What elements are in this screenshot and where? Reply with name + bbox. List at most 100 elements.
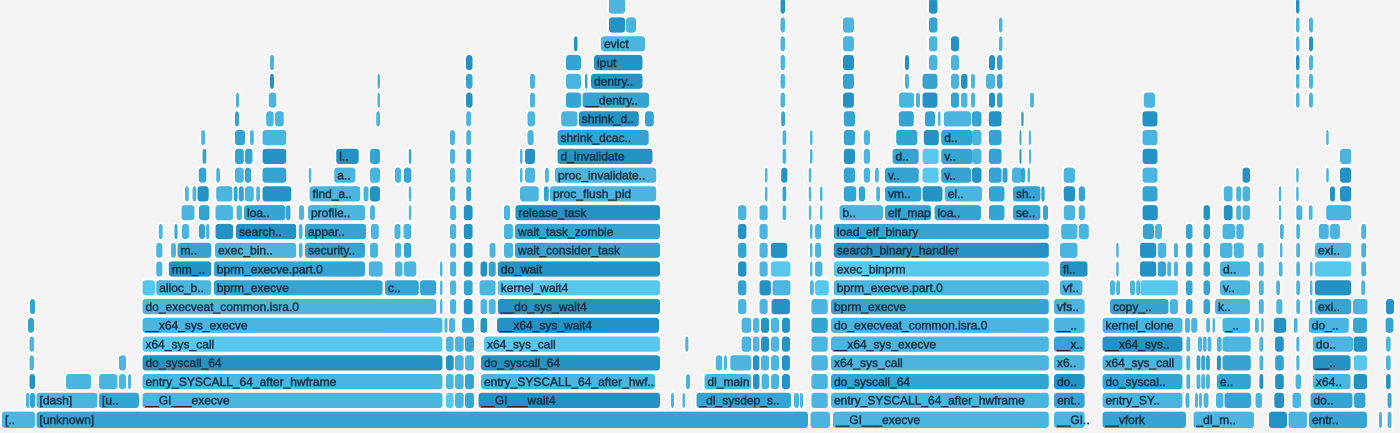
svg-text:__x64_sys..: __x64_sys.. bbox=[1105, 337, 1170, 351]
svg-text:find_a..: find_a.. bbox=[313, 187, 352, 201]
svg-text:__GI___execve: __GI___execve bbox=[145, 394, 230, 408]
svg-text:k..: k.. bbox=[1218, 300, 1231, 314]
svg-text:v..: v.. bbox=[888, 169, 900, 183]
svg-text:fi..: fi.. bbox=[1063, 262, 1076, 276]
svg-text:exec_bin..: exec_bin.. bbox=[218, 244, 273, 258]
svg-text:[u..: [u.. bbox=[102, 394, 119, 408]
svg-text:__x..: __x.. bbox=[1056, 337, 1083, 351]
svg-text:x64_sys_call: x64_sys_call bbox=[1106, 356, 1175, 370]
svg-text:__GI___execve: __GI___execve bbox=[835, 413, 920, 427]
svg-text:security..: security.. bbox=[308, 244, 355, 258]
svg-text:se..: se.. bbox=[1016, 206, 1035, 220]
svg-text:[dash]: [dash] bbox=[40, 394, 73, 408]
svg-text:_..: _.. bbox=[1225, 319, 1239, 333]
svg-text:wait_task_zombie: wait_task_zombie bbox=[517, 225, 614, 239]
svg-text:vm..: vm.. bbox=[888, 187, 911, 201]
svg-text:__dentry..: __dentry.. bbox=[585, 93, 638, 107]
svg-text:elf_map: elf_map bbox=[888, 206, 931, 220]
svg-text:do_syscall_64: do_syscall_64 bbox=[146, 356, 222, 370]
svg-text:kernel_wait4: kernel_wait4 bbox=[501, 281, 569, 295]
svg-text:entry_SYSCALL_64_after_hwframe: entry_SYSCALL_64_after_hwframe bbox=[834, 394, 1025, 408]
svg-text:vfs..: vfs.. bbox=[1057, 300, 1079, 314]
svg-text:loa..: loa.. bbox=[247, 206, 270, 220]
svg-text:_dl_sysdep_s..: _dl_sysdep_s.. bbox=[699, 394, 780, 408]
svg-text:exec_binprm: exec_binprm bbox=[837, 262, 906, 276]
svg-text:b..: b.. bbox=[843, 206, 856, 220]
svg-text:do_syscall_64: do_syscall_64 bbox=[834, 375, 910, 389]
svg-text:__x64_sys_execve: __x64_sys_execve bbox=[145, 319, 248, 333]
svg-text:do_syscal..: do_syscal.. bbox=[1106, 375, 1166, 389]
svg-text:ent..: ent.. bbox=[1057, 394, 1080, 408]
svg-text:entr..: entr.. bbox=[1312, 413, 1339, 427]
svg-text:search_binary_handler: search_binary_handler bbox=[837, 244, 959, 258]
svg-text:l..: l.. bbox=[339, 150, 348, 164]
svg-text:shrink_dcac..: shrink_dcac.. bbox=[561, 131, 632, 145]
svg-text:dl_main: dl_main bbox=[708, 375, 750, 389]
svg-text:iput: iput bbox=[597, 56, 617, 70]
svg-text:el..: el.. bbox=[948, 187, 964, 201]
svg-text:x64_sys_call: x64_sys_call bbox=[487, 337, 556, 351]
svg-text:bprm_execve: bprm_execve bbox=[217, 281, 289, 295]
svg-text:shrink_d..: shrink_d.. bbox=[582, 112, 634, 126]
svg-text:loa..: loa.. bbox=[938, 206, 961, 220]
svg-text:do..: do.. bbox=[1316, 337, 1336, 351]
svg-text:v..: v.. bbox=[1223, 281, 1235, 295]
svg-text:appar..: appar.. bbox=[308, 225, 345, 239]
svg-text:x64..: x64.. bbox=[1316, 375, 1342, 389]
svg-text:dentry..: dentry.. bbox=[594, 75, 633, 89]
svg-text:bprm_execve.part.0: bprm_execve.part.0 bbox=[217, 262, 323, 276]
svg-text:wait_consider_task: wait_consider_task bbox=[517, 244, 621, 258]
svg-text:vf..: vf.. bbox=[1063, 281, 1079, 295]
svg-text:exi..: exi.. bbox=[1318, 300, 1340, 314]
svg-text:e..: e.. bbox=[1220, 375, 1233, 389]
svg-text:release_task: release_task bbox=[518, 206, 587, 220]
svg-text:entry_SYSCALL_64_after_hwframe: entry_SYSCALL_64_after_hwframe bbox=[146, 375, 337, 389]
svg-text:copy_..: copy_.. bbox=[1113, 300, 1152, 314]
svg-text:d_invalidate: d_invalidate bbox=[561, 150, 625, 164]
svg-text:evict: evict bbox=[604, 37, 629, 51]
svg-text:load_elf_binary: load_elf_binary bbox=[837, 225, 918, 239]
svg-text:__x64_sys_wait4: __x64_sys_wait4 bbox=[499, 319, 592, 333]
svg-text:v..: v.. bbox=[944, 169, 956, 183]
svg-text:do_execveat_common.isra.0: do_execveat_common.isra.0 bbox=[834, 319, 988, 333]
svg-text:__..: __.. bbox=[1315, 356, 1336, 370]
svg-text:proc_flush_pid: proc_flush_pid bbox=[553, 187, 631, 201]
svg-text:d..: d.. bbox=[944, 131, 957, 145]
svg-text:c..: c.. bbox=[388, 281, 401, 295]
svg-text:x6..: x6.. bbox=[1057, 356, 1076, 370]
svg-text:entry_SYSCALL_64_after_hwf..: entry_SYSCALL_64_after_hwf.. bbox=[484, 375, 654, 389]
svg-text:do_syscall_64: do_syscall_64 bbox=[484, 356, 560, 370]
svg-text:__GI..: __GI.. bbox=[1056, 413, 1090, 427]
svg-text:sh..: sh.. bbox=[1016, 187, 1035, 201]
svg-text:x64_sys_call: x64_sys_call bbox=[834, 356, 903, 370]
svg-text:__do_sys_wait4: __do_sys_wait4 bbox=[500, 300, 587, 314]
svg-text:alloc_b..: alloc_b.. bbox=[159, 281, 204, 295]
svg-text:a..: a.. bbox=[337, 169, 350, 183]
svg-text:profile..: profile.. bbox=[311, 206, 350, 220]
svg-text:proc_invalidate..: proc_invalidate.. bbox=[558, 169, 645, 183]
svg-text:__x64_sys_execve: __x64_sys_execve bbox=[833, 337, 936, 351]
svg-text:do..: do.. bbox=[1057, 375, 1077, 389]
svg-text:__vfork: __vfork bbox=[1105, 413, 1146, 427]
svg-text:[..: [.. bbox=[5, 413, 15, 427]
svg-text:m..: m.. bbox=[181, 244, 198, 258]
svg-text:do_..: do_.. bbox=[1312, 319, 1339, 333]
svg-text:mm_..: mm_.. bbox=[172, 262, 205, 276]
svg-text:x64_sys_call: x64_sys_call bbox=[146, 337, 215, 351]
svg-text:do_execveat_common.isra.0: do_execveat_common.isra.0 bbox=[146, 300, 300, 314]
svg-text:do..: do.. bbox=[1314, 394, 1334, 408]
svg-text:__GI___wait4: __GI___wait4 bbox=[481, 394, 556, 408]
svg-text:exi..: exi.. bbox=[1318, 244, 1340, 258]
svg-text:[unknown]: [unknown] bbox=[40, 413, 95, 427]
svg-text:d..: d.. bbox=[1223, 262, 1236, 276]
svg-text:bprm_execve: bprm_execve bbox=[834, 300, 906, 314]
svg-text:do_wait: do_wait bbox=[501, 262, 543, 276]
svg-text:kernel_clone: kernel_clone bbox=[1106, 319, 1174, 333]
svg-text:_dl_m..: _dl_m.. bbox=[1196, 413, 1236, 427]
svg-text:search..: search.. bbox=[239, 225, 282, 239]
svg-text:v..: v.. bbox=[944, 150, 956, 164]
svg-text:__..: __.. bbox=[1056, 319, 1077, 333]
svg-text:d..: d.. bbox=[896, 150, 909, 164]
svg-text:entry_SY..: entry_SY.. bbox=[1106, 394, 1160, 408]
svg-text:bprm_execve.part.0: bprm_execve.part.0 bbox=[837, 281, 943, 295]
